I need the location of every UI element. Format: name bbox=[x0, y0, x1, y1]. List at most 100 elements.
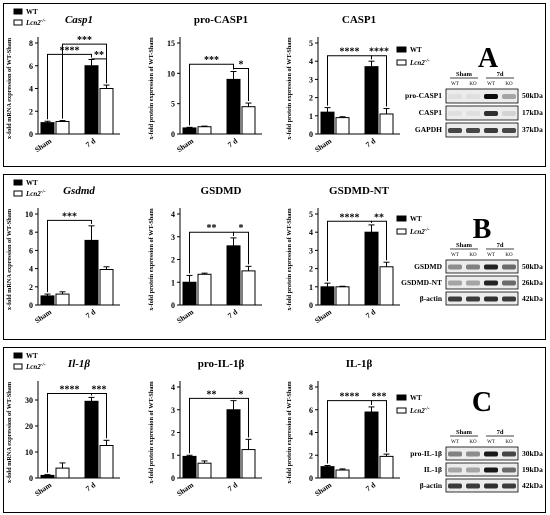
chart-c-0-ytick-label-1: 10 bbox=[25, 448, 33, 457]
blot-b-kda-2: 42kDa bbox=[522, 294, 543, 303]
chart-b-1-bracket-1 bbox=[233, 231, 249, 265]
chart-b-1-ytick-label-1: 1 bbox=[171, 278, 175, 287]
chart-c-2-bar-wt-0 bbox=[320, 466, 335, 479]
legend-a-wt-swatch bbox=[13, 8, 23, 15]
chart-a-1-ytick-label-3: 15 bbox=[167, 39, 175, 48]
blot-c-band-1-2 bbox=[484, 467, 498, 473]
chart-c-0-bar-wt-0 bbox=[40, 474, 55, 479]
blot-c-strip-2 bbox=[445, 478, 519, 493]
blot-b-strip-0 bbox=[445, 259, 519, 274]
chart-a-0-ytick-label-3: 6 bbox=[29, 62, 33, 71]
blot-a-band-1-1 bbox=[466, 111, 480, 116]
blot-c-group-7d: 7d bbox=[497, 429, 504, 436]
chart-a-1-sig-0: *** bbox=[204, 55, 219, 66]
chart-a-0-ytick-label-4: 8 bbox=[29, 39, 33, 48]
chart-a-1-bar-wt-1 bbox=[226, 78, 241, 135]
blot-a-band-0-1 bbox=[466, 94, 480, 99]
chart-c-0-bar-ko-0 bbox=[55, 467, 70, 479]
chart-b-1-xtick-label-1: 7 d bbox=[226, 307, 240, 320]
blot-b-band-2-1 bbox=[466, 296, 480, 302]
chart-b-1-sig-1: * bbox=[239, 223, 244, 234]
blot-a-band-2-2 bbox=[484, 128, 498, 133]
blot-c-band-0-0 bbox=[448, 451, 462, 457]
chart-a-1-title: pro-CASP1 bbox=[194, 14, 248, 26]
blot-c-kda-2: 42kDa bbox=[522, 481, 543, 490]
blot-b-lane-label-0: WT bbox=[451, 253, 459, 258]
chart-b-2-ytick-label-5: 5 bbox=[309, 210, 313, 219]
chart-a-0-bar-ko-0 bbox=[55, 120, 70, 135]
chart-a-0-ytick-label-1: 2 bbox=[29, 107, 33, 116]
chart-b-1-ylabel: x-fold protein expression of WT-Sham bbox=[148, 208, 155, 311]
chart-c-2-bracket-1 bbox=[371, 400, 387, 453]
chart-c-0-ytick-label-0: 0 bbox=[29, 474, 33, 483]
blot-c-band-2-3 bbox=[502, 483, 516, 489]
blot-a-band-1-0 bbox=[448, 111, 462, 116]
blot-a-row-label-2: GAPDH bbox=[415, 125, 442, 134]
blot-c-band-0-2 bbox=[484, 451, 498, 457]
chart-b-2-sig-0: **** bbox=[340, 212, 360, 223]
legend-a-ko-swatch bbox=[13, 19, 23, 26]
chart-b-1-xtick-label-0: Sham bbox=[175, 307, 196, 325]
chart-b-0-sig-0: *** bbox=[62, 211, 77, 222]
chart-a-1-ylabel: x-fold protein expression of WT-Sham bbox=[148, 37, 155, 140]
blot-c-kda-1: 19kDa bbox=[522, 465, 543, 474]
blot-c-kda-0: 30kDa bbox=[522, 449, 543, 458]
chart-a-0-bar-wt-1 bbox=[84, 65, 99, 135]
chart-a-1-ytick-label-1: 5 bbox=[171, 100, 175, 109]
chart-c-1-ytick-label-0: 0 bbox=[171, 474, 175, 483]
blot-c-lane-label-1: KO bbox=[469, 440, 477, 445]
chart-b-2-xtick-label-0: Sham bbox=[313, 307, 334, 325]
blot-b-band-0-2 bbox=[484, 264, 498, 270]
blot-b-band-0-3 bbox=[502, 264, 516, 270]
chart-b-0-ytick-label-3: 6 bbox=[29, 246, 33, 255]
chart-a-2-bar-ko-0 bbox=[335, 117, 350, 135]
blot-b-band-1-1 bbox=[466, 280, 480, 286]
chart-c-0-xtick-label-1: 7 d bbox=[84, 480, 98, 493]
blot-c-row-label-0: pro-IL-1β bbox=[410, 449, 442, 458]
blot-c-group-sham: Sham bbox=[456, 429, 472, 436]
legend-a-ko-sup: -/- bbox=[41, 19, 46, 24]
chart-c-2-ylabel: x-fold protein expression of WT-Sham bbox=[286, 381, 293, 484]
blot-a-row-label-0: pro-CASP1 bbox=[405, 91, 442, 100]
blot-c-band-0-1 bbox=[466, 451, 480, 457]
legend-c-ko-swatch bbox=[13, 363, 23, 370]
chart-a-2-bar-ko-1 bbox=[379, 113, 394, 135]
blot-b-row-label-0: GSDMD bbox=[414, 262, 443, 271]
side-legend-b-wt-label: WT bbox=[410, 215, 422, 223]
chart-c-1-ytick-label-2: 2 bbox=[171, 429, 175, 438]
chart-b-1-ytick-label-4: 4 bbox=[171, 210, 175, 219]
chart-b-1-title: GSDMD bbox=[201, 185, 242, 197]
blot-c-band-1-1 bbox=[466, 467, 480, 473]
chart-a-2-ylabel: x-fold protein expression of WT-Sham bbox=[286, 37, 293, 140]
chart-b-0-ytick-label-2: 4 bbox=[29, 265, 33, 274]
blot-c-row-label-2: β-actin bbox=[420, 481, 443, 490]
chart-a-0-xtick-label-1: 7 d bbox=[84, 136, 98, 149]
chart-a-2-bracket-1 bbox=[371, 55, 387, 107]
chart-a-2-sig-1: **** bbox=[369, 47, 389, 58]
chart-b-2-ytick-label-4: 4 bbox=[309, 228, 313, 237]
chart-b-2-ytick-label-1: 1 bbox=[309, 283, 313, 292]
blot-c-strip-1 bbox=[445, 462, 519, 477]
side-legend-a-wt-swatch bbox=[396, 46, 407, 53]
chart-a-0-ytick-label-2: 4 bbox=[29, 85, 33, 94]
chart-b-1-bar-wt-0 bbox=[182, 281, 197, 306]
chart-c-2-bar-wt-1 bbox=[364, 411, 379, 479]
blot-c-band-1-3 bbox=[502, 467, 516, 473]
legend-c-wt-label: WT bbox=[26, 352, 38, 360]
chart-c-1-bar-wt-0 bbox=[182, 455, 197, 479]
chart-b-2-sig-1: ** bbox=[374, 212, 384, 223]
chart-a-1-ytick-label-2: 10 bbox=[167, 69, 175, 78]
blot-c-row-label-1: IL-1β bbox=[424, 465, 442, 474]
blot-b-band-2-3 bbox=[502, 296, 516, 302]
chart-a-2-ytick-label-3: 3 bbox=[309, 75, 313, 84]
chart-c-2-title: IL-1β bbox=[346, 358, 373, 370]
chart-b-2-bracket-1 bbox=[371, 220, 387, 261]
blot-a-kda-2: 37kDa bbox=[522, 125, 543, 134]
chart-c-1-title: pro-IL-1β bbox=[198, 358, 245, 370]
legend-b-wt-label: WT bbox=[26, 179, 38, 187]
panel-letter-c: C bbox=[472, 387, 492, 418]
blot-c-band-2-0 bbox=[448, 483, 462, 489]
chart-a-0-sig-2: *** bbox=[77, 35, 92, 46]
blot-a-band-2-1 bbox=[466, 128, 480, 133]
